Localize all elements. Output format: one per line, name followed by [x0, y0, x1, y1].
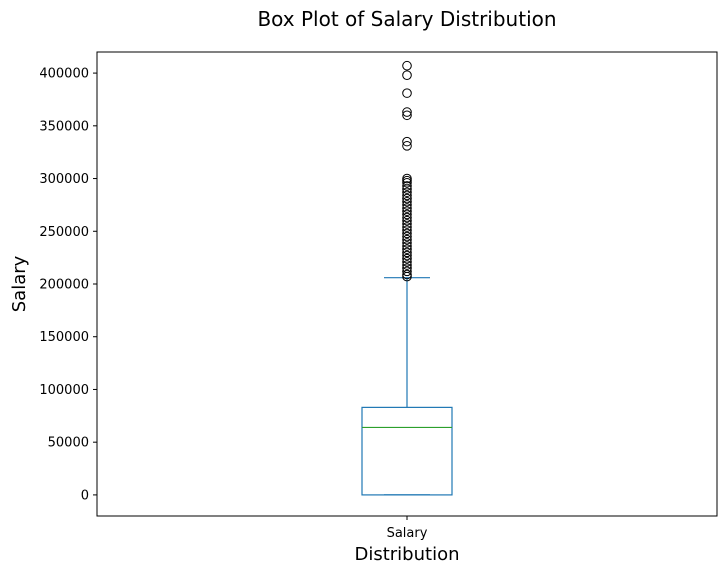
- outlier-point: [402, 241, 412, 251]
- outlier-point: [402, 219, 412, 229]
- y-tick-label: 50000: [48, 436, 89, 451]
- outlier-point: [402, 222, 412, 232]
- outlier-point: [402, 184, 412, 194]
- y-tick-label: 250000: [39, 225, 89, 240]
- outlier-point: [402, 70, 412, 80]
- outlier-point: [402, 234, 412, 245]
- chart-title: Box Plot of Salary Distribution: [257, 7, 556, 31]
- outlier-point: [402, 228, 412, 239]
- y-tick-label: 400000: [39, 67, 89, 82]
- y-tick-label: 100000: [39, 383, 89, 398]
- iqr-box: [361, 406, 453, 496]
- outlier-point: [402, 175, 412, 186]
- y-tick-label: 300000: [39, 172, 89, 187]
- x-tick-label: Salary: [387, 526, 428, 541]
- y-tick-label: 150000: [39, 330, 89, 345]
- outlier-point: [402, 203, 412, 213]
- outlier-point: [402, 260, 412, 270]
- plot-area: [361, 60, 453, 496]
- y-tick-label: 0: [81, 488, 89, 503]
- outlier-point: [402, 200, 412, 210]
- outlier-point: [402, 110, 412, 121]
- outlier-point: [402, 247, 412, 258]
- outlier-point: [402, 187, 412, 198]
- outlier-point: [402, 141, 412, 151]
- outlier-point: [402, 60, 412, 71]
- outlier-point: [402, 209, 412, 220]
- outlier-point: [402, 177, 412, 188]
- outlier-point: [402, 190, 412, 201]
- x-axis-ticks: Salary: [387, 516, 428, 541]
- outlier-point: [402, 193, 412, 204]
- outlier-point: [402, 215, 412, 226]
- outlier-point: [402, 250, 412, 261]
- outlier-point: [402, 266, 412, 277]
- outlier-point: [402, 196, 412, 207]
- outlier-point: [402, 206, 412, 217]
- outlier-point: [402, 107, 412, 117]
- y-axis-label: Salary: [9, 255, 30, 312]
- outlier-point: [402, 257, 412, 267]
- axes-frame: [96, 51, 718, 517]
- y-tick-label: 350000: [39, 119, 89, 134]
- outlier-point: [402, 238, 412, 248]
- outlier-point: [402, 136, 412, 147]
- outlier-point: [402, 225, 412, 236]
- outlier-point: [402, 271, 412, 282]
- outlier-point: [402, 231, 412, 242]
- outlier-point: [402, 253, 412, 264]
- outlier-point: [402, 212, 412, 223]
- outlier-point: [402, 181, 412, 191]
- x-axis-label: Distribution: [354, 544, 459, 565]
- y-tick-label: 200000: [39, 278, 89, 293]
- y-axis-ticks: 0 50000 100000 150000 200000 250000 300000 3500…: [39, 67, 97, 503]
- outlier-point: [402, 244, 412, 254]
- outlier-point: [402, 88, 412, 98]
